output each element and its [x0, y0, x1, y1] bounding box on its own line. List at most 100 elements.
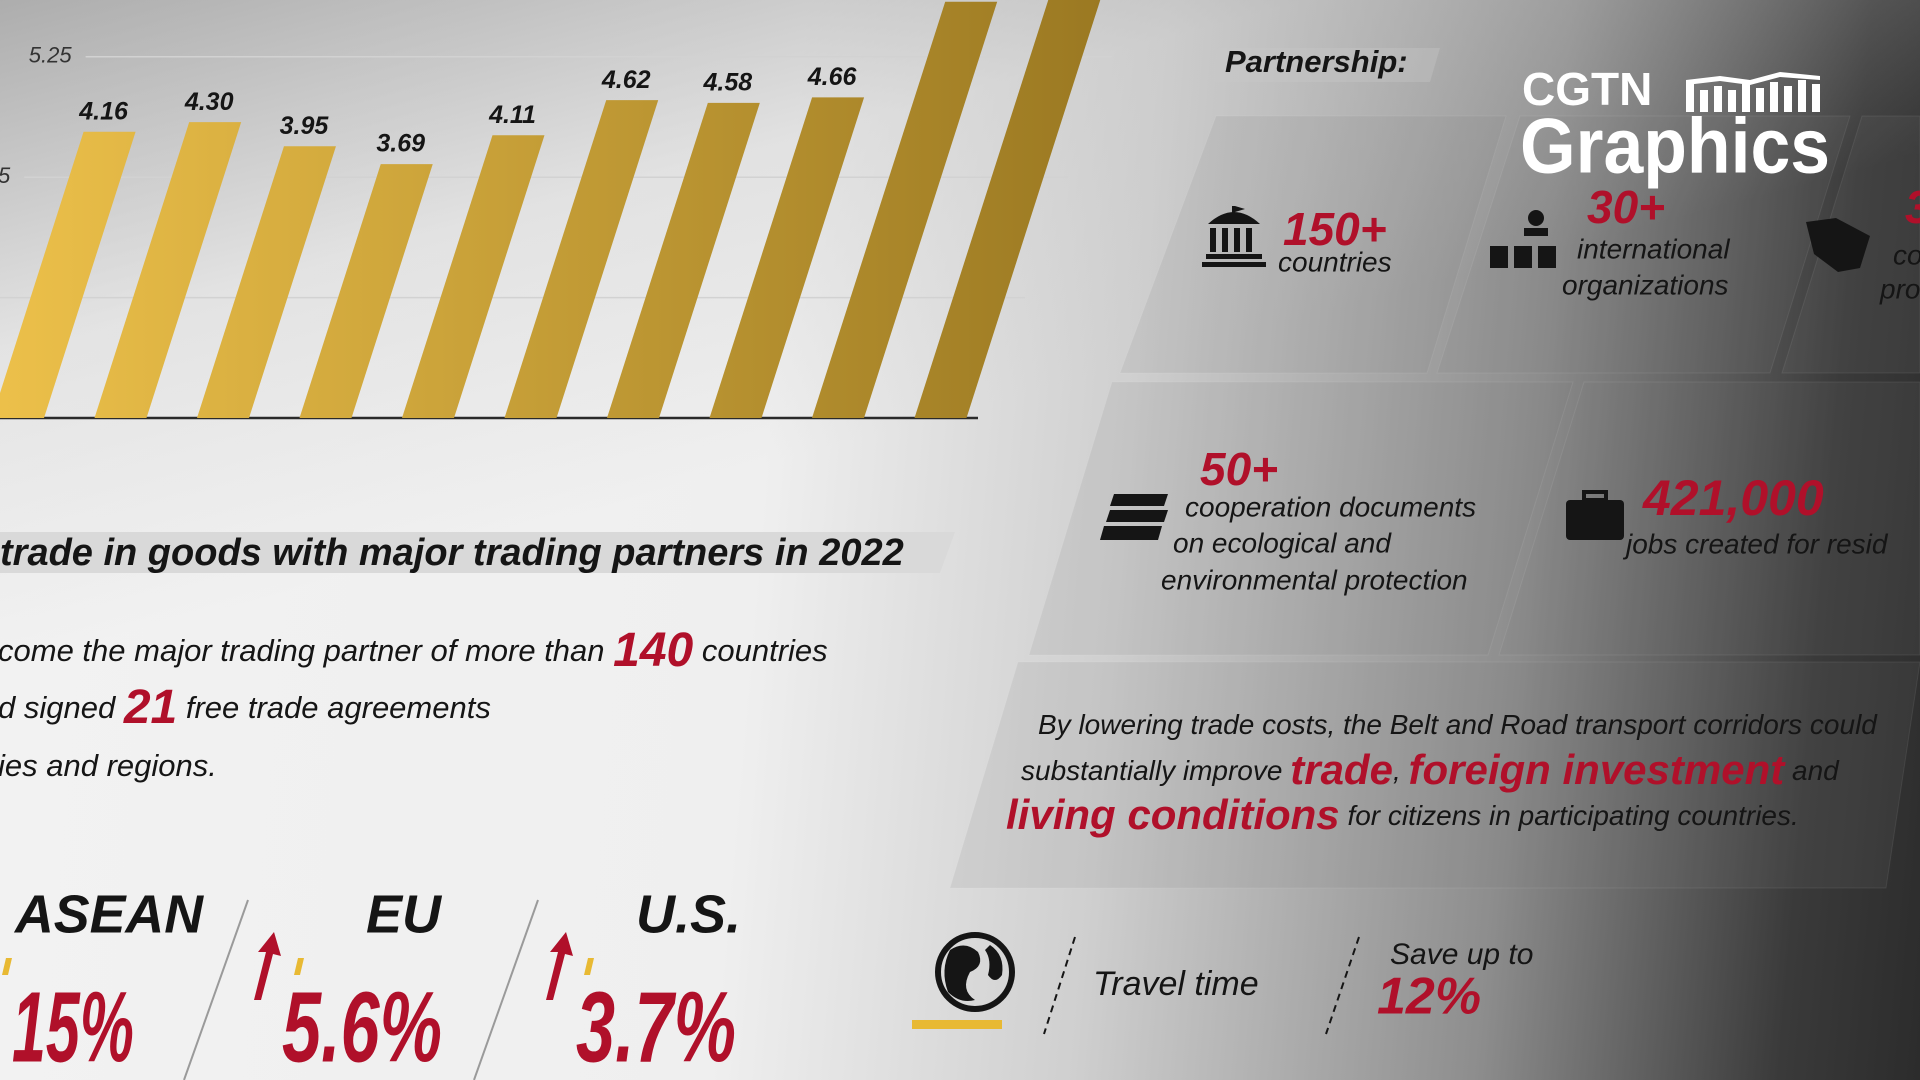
- card: [949, 661, 1920, 889]
- bar: [402, 135, 545, 418]
- value-label: 3.69: [376, 130, 425, 158]
- icon-briefcase: [1566, 490, 1624, 540]
- figure: 50+: [1200, 443, 1278, 495]
- bar: [709, 97, 865, 418]
- value-label: 4.66: [807, 63, 858, 91]
- accent: [294, 958, 304, 975]
- icon-organizations: [1490, 210, 1556, 268]
- caption: jobs created for resid: [1622, 528, 1889, 559]
- section-title: Partnership:: [1225, 44, 1408, 79]
- caption: organizations: [1562, 269, 1729, 300]
- y-tick-label: 5.25: [29, 43, 73, 68]
- text: substantially improve: [1021, 755, 1290, 786]
- icon-documents: [1100, 494, 1168, 540]
- icon-handshake: [1806, 218, 1870, 272]
- partner: EU: [366, 884, 443, 944]
- divider: [183, 899, 249, 1080]
- card: [1498, 381, 1920, 656]
- partner: ASEAN: [13, 884, 204, 944]
- text: for citizens in participating countries.: [1340, 800, 1799, 831]
- bar: [0, 131, 136, 418]
- text: By lowering trade costs, the Belt and Ro…: [1038, 709, 1878, 740]
- value-label: 4.16: [78, 97, 129, 125]
- figure: 3: [1905, 181, 1920, 233]
- travel: Travel time Save up to 12%: [912, 932, 1533, 1035]
- card: [1028, 381, 1574, 656]
- headline-band: [0, 532, 955, 573]
- value-label: 4.62: [601, 66, 651, 94]
- figure: 150+: [1283, 203, 1387, 255]
- highlight: 21: [123, 681, 177, 734]
- caption: cooperation documents: [1185, 491, 1476, 522]
- cards: [949, 115, 1920, 889]
- highlight: foreign investment: [1409, 746, 1787, 793]
- change: 3.7%: [576, 971, 736, 1080]
- card: [1119, 115, 1507, 374]
- text: d signed: [0, 690, 124, 725]
- headline: trade in goods with major trading partne…: [0, 532, 904, 574]
- value-label: 4.11: [488, 101, 536, 129]
- caption: environmental protection: [1161, 564, 1468, 595]
- divider: [473, 899, 539, 1080]
- label: Travel time: [1093, 965, 1259, 1003]
- growth: ASEAN 15% EU 5.6% U.S. 3.7%: [2, 884, 741, 1080]
- logo-bars: [1686, 72, 1820, 112]
- logo-name: Graphics: [1520, 102, 1830, 190]
- summary-line: ies and regions.: [0, 748, 217, 783]
- bar: [299, 164, 433, 418]
- up-arrow: [254, 932, 281, 1000]
- change: 15%: [12, 971, 134, 1080]
- logo-brand: CGTN: [1522, 63, 1652, 115]
- text: ,: [1393, 755, 1409, 786]
- change: 5.6%: [282, 971, 442, 1080]
- up-arrow: [546, 932, 573, 1000]
- bar: [197, 146, 336, 419]
- corridor-line: By lowering trade costs, the Belt and Ro…: [1038, 709, 1878, 740]
- y-tick-label: 3.5: [0, 163, 11, 188]
- accent: [912, 1020, 1002, 1029]
- value-label: 3.95: [280, 112, 330, 140]
- corridor-line: substantially improve trade, foreign inv…: [1021, 746, 1840, 793]
- text: ies and regions.: [0, 748, 217, 783]
- figure: 30+: [1587, 181, 1665, 233]
- caption: co: [1893, 239, 1920, 270]
- bar: [504, 100, 659, 419]
- globe-icon: [935, 932, 1015, 1012]
- summary-line: d signed 21 free trade agreements: [0, 681, 491, 734]
- bar-chart: 1.753.55.254.164.303.953.694.114.624.584…: [0, 0, 1112, 420]
- partner: U.S.: [636, 884, 741, 944]
- bar: [607, 102, 760, 419]
- logo: CGTN Graphics: [1520, 63, 1830, 189]
- highlight: 140: [613, 624, 693, 677]
- highlight: trade: [1290, 746, 1393, 793]
- globe-icon: [944, 945, 1003, 1001]
- text: countries: [693, 633, 827, 668]
- caption: pro: [1879, 273, 1920, 304]
- divider: [1043, 936, 1076, 1035]
- caption: on ecological and: [1173, 527, 1392, 558]
- highlight: living conditions: [1006, 791, 1340, 838]
- card: [1436, 115, 1851, 374]
- text: free trade agreements: [177, 690, 491, 725]
- title-band: [1208, 48, 1440, 82]
- text: come the major trading partner of more t…: [0, 633, 613, 668]
- figure: 421,000: [1642, 470, 1824, 526]
- summary-line: come the major trading partner of more t…: [0, 624, 828, 677]
- bar: [94, 122, 242, 418]
- divider: [1325, 936, 1360, 1035]
- accent: [2, 958, 12, 975]
- bar: [812, 1, 998, 418]
- saving: 12%: [1377, 968, 1481, 1026]
- accent: [584, 958, 594, 975]
- bar: [914, 0, 1101, 418]
- caption: countries: [1278, 246, 1392, 277]
- icon-building: [1202, 206, 1266, 267]
- label: Save up to: [1390, 938, 1533, 971]
- text: and: [1784, 755, 1840, 786]
- corridor-line: living conditions for citizens in partic…: [1006, 791, 1799, 838]
- caption: international: [1577, 233, 1730, 264]
- value-label: 4.58: [702, 69, 752, 97]
- value-label: 4.30: [184, 88, 234, 116]
